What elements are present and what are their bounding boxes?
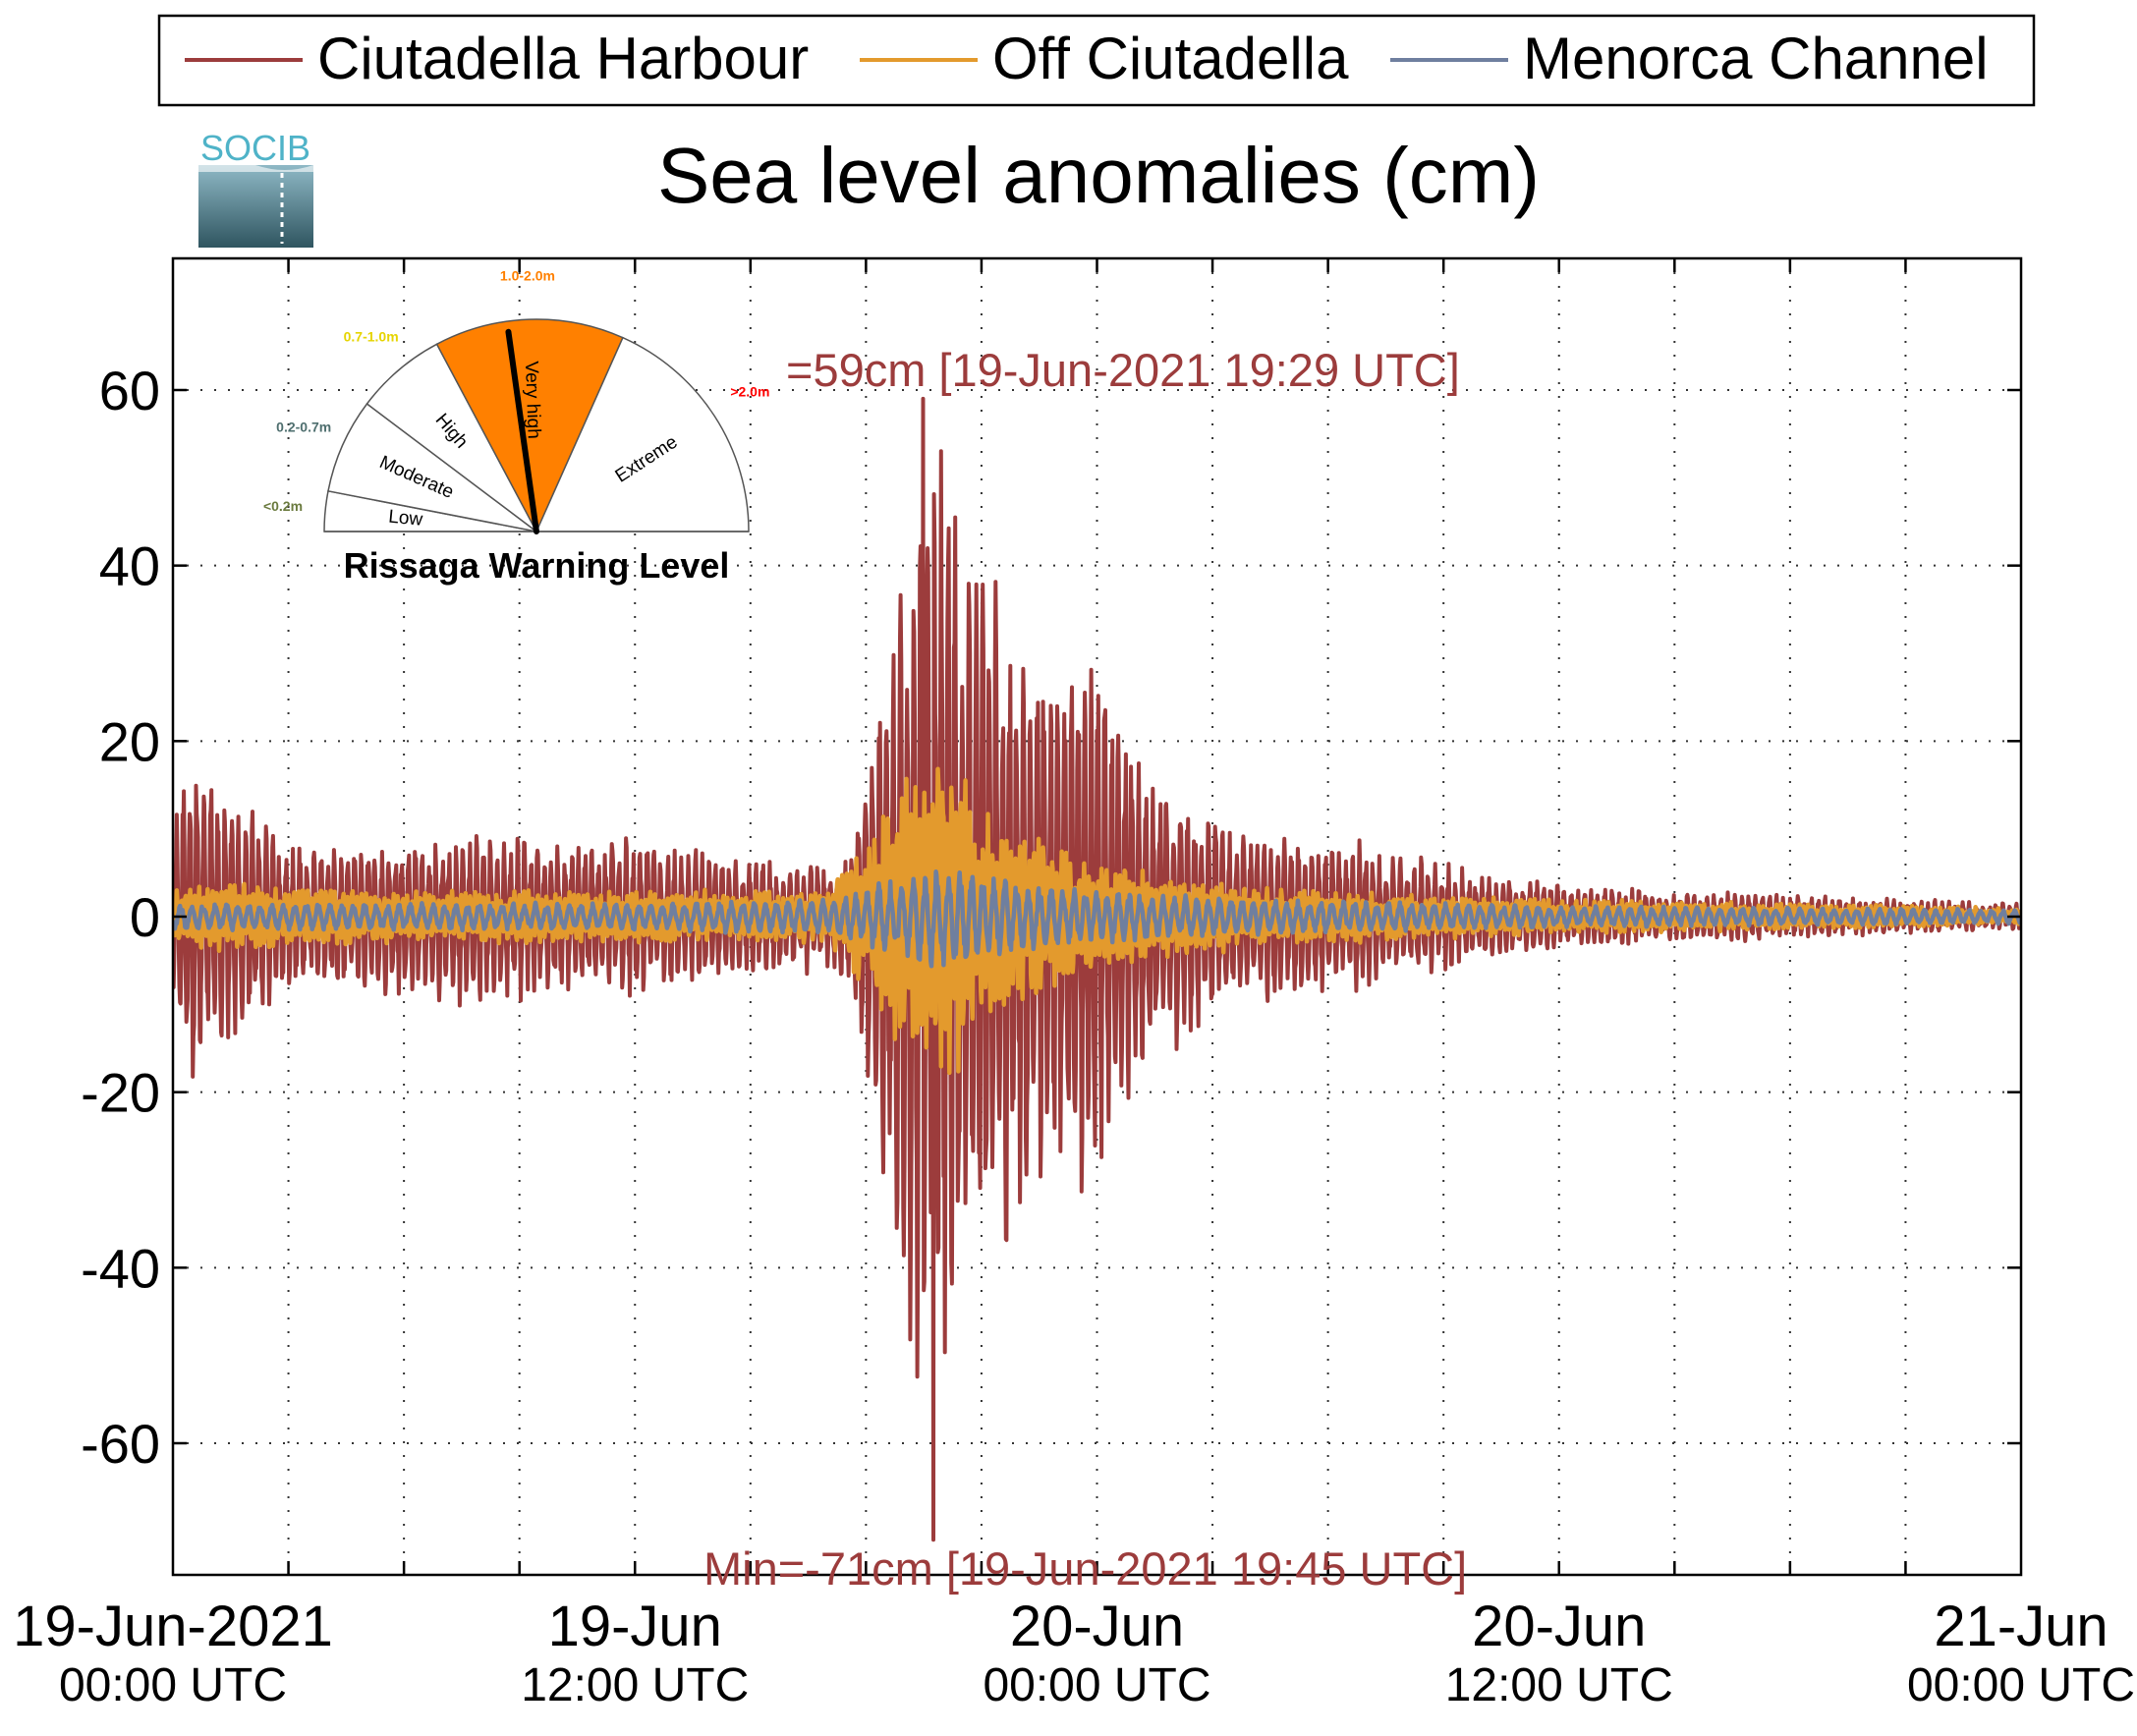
gauge-level-label: Very high: [521, 361, 544, 439]
min-annotation: Min=-71cm [19-Jun-2021 19:45 UTC]: [703, 1542, 1467, 1595]
gauge-range-label: 0.7-1.0m: [344, 329, 399, 345]
x-tick-label-time: 12:00 UTC: [521, 1659, 749, 1711]
gauge-range-label: 0.2-0.7m: [276, 419, 331, 434]
x-tick-label-time: 00:00 UTC: [983, 1659, 1210, 1711]
x-tick-label-date: 20-Jun: [1010, 1595, 1184, 1658]
series-line-menorca-channel: [173, 868, 2021, 969]
y-tick-label: -60: [81, 1413, 160, 1475]
y-tick-label: 60: [99, 360, 160, 421]
y-tick-label: -40: [81, 1237, 160, 1299]
y-tick-labels: 60 40 20 0 -20 -40 -60: [81, 360, 160, 1475]
legend-label-ciutadella-harbour: Ciutadella Harbour: [317, 26, 809, 91]
legend-box: [157, 14, 2036, 107]
series-layer: [173, 396, 2021, 1542]
x-tick-label-time: 12:00 UTC: [1445, 1659, 1673, 1711]
gauge-level-label: Low: [387, 507, 423, 531]
axis-ticks: [173, 258, 2021, 1575]
socib-logo-text: SOCIB: [200, 128, 310, 168]
gauge-sector-moderate: [327, 402, 537, 532]
y-tick-label: 20: [99, 710, 160, 772]
gauge-range-label: >2.0m: [730, 384, 769, 400]
chart-title: Sea level anomalies (cm): [657, 132, 1540, 219]
rissaga-gauge-title: Rissaga Warning Level: [344, 545, 730, 586]
y-tick-label: 0: [130, 886, 160, 948]
x-tick-label-date: 19-Jun-2021: [13, 1595, 333, 1658]
x-tick-label-date: 19-Jun: [548, 1595, 722, 1658]
x-tick-label-time: 00:00 UTC: [1907, 1659, 2135, 1711]
gauge-range-label: 1.0-2.0m: [500, 268, 555, 284]
socib-logo-gradient: [198, 165, 313, 248]
x-tick-label-date: 20-Jun: [1472, 1595, 1646, 1658]
max-annotation: =59cm [19-Jun-2021 19:29 UTC]: [786, 344, 1460, 396]
socib-logo-wave: [198, 160, 313, 172]
legend-label-menorca-channel: Menorca Channel: [1523, 26, 1989, 91]
legend-label-off-ciutadella: Off Ciutadella: [992, 26, 1349, 91]
y-tick-label: -20: [81, 1062, 160, 1124]
legend: Ciutadella Harbour Off Ciutadella Menorc…: [157, 14, 2036, 107]
x-tick-label-date: 21-Jun: [1934, 1595, 2108, 1658]
gauge-needle: [505, 328, 539, 534]
gauge-range-label: <0.2m: [263, 498, 303, 514]
gauge-sector-very-high: [435, 318, 624, 533]
y-tick-label: 40: [99, 535, 160, 597]
x-tick-label-time: 00:00 UTC: [59, 1659, 287, 1711]
gauge-sector-extreme: [534, 336, 750, 532]
socib-logo: SOCIB: [198, 128, 313, 248]
